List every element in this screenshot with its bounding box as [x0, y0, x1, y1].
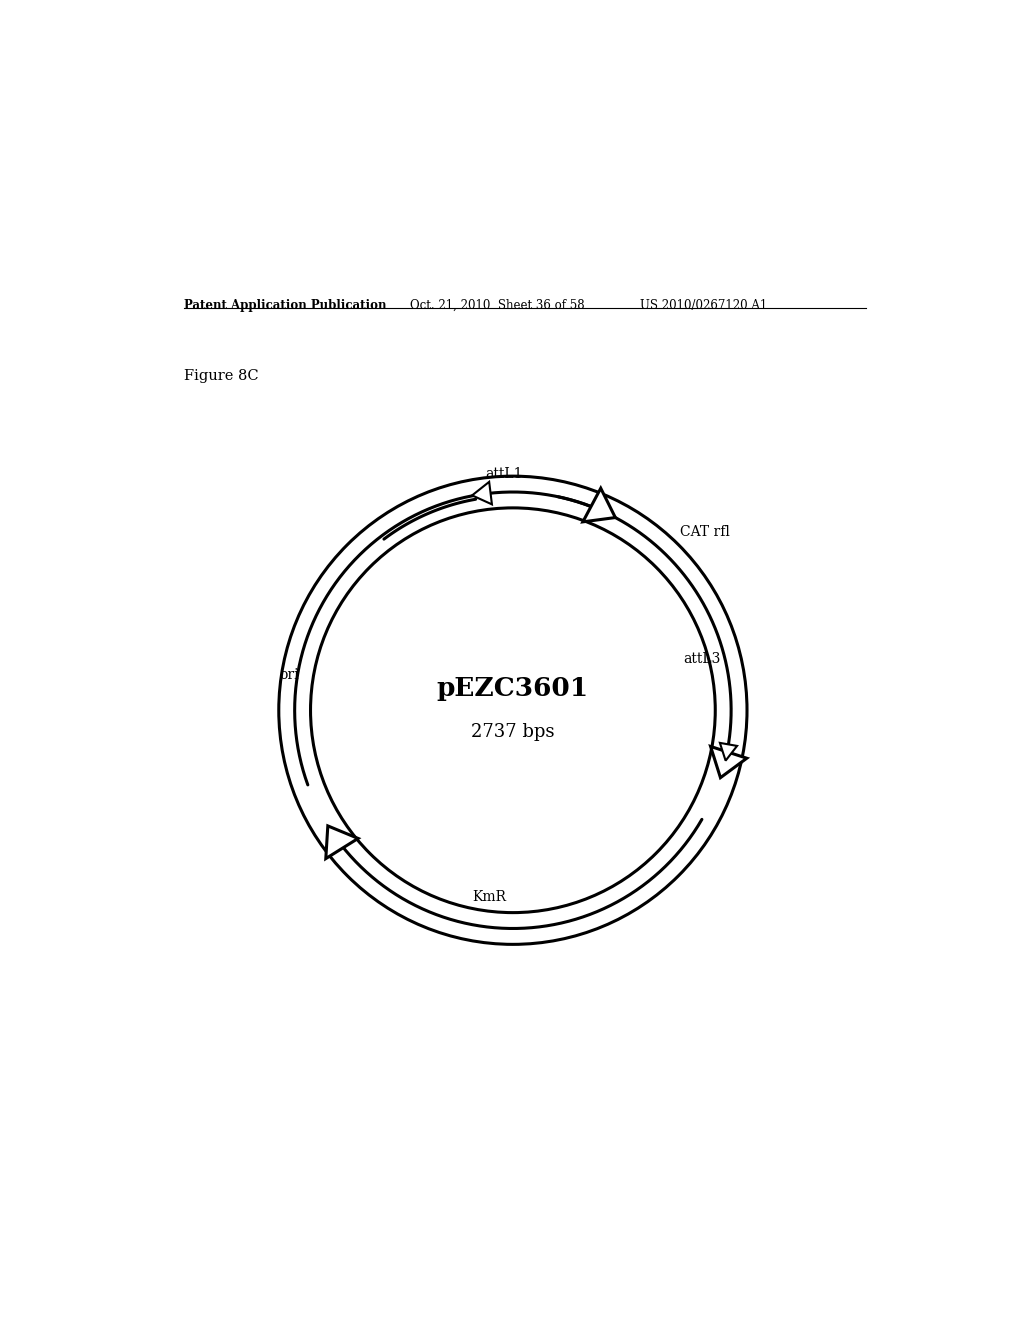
Text: ori: ori: [279, 668, 299, 681]
Text: attL1: attL1: [485, 466, 523, 480]
Text: KmR: KmR: [472, 891, 506, 904]
Polygon shape: [472, 482, 492, 504]
Text: CAT rfl: CAT rfl: [680, 524, 729, 539]
Polygon shape: [720, 743, 737, 760]
Polygon shape: [711, 746, 746, 777]
Text: 2737 bps: 2737 bps: [471, 723, 555, 742]
Text: attL3: attL3: [684, 652, 721, 665]
Text: US 2010/0267120 A1: US 2010/0267120 A1: [640, 300, 767, 312]
Text: Oct. 21, 2010  Sheet 36 of 58: Oct. 21, 2010 Sheet 36 of 58: [410, 300, 585, 312]
Text: Patent Application Publication: Patent Application Publication: [183, 300, 386, 312]
Text: Figure 8C: Figure 8C: [183, 370, 258, 383]
Text: pEZC3601: pEZC3601: [437, 676, 589, 701]
Polygon shape: [326, 826, 358, 858]
Polygon shape: [583, 488, 615, 521]
